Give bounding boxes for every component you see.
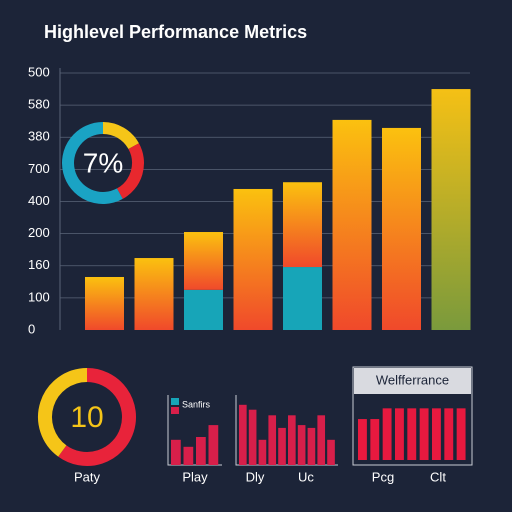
donut-segment: [102, 122, 139, 150]
legend-swatch: [171, 407, 179, 414]
bar: [278, 427, 286, 465]
donut-segment: [38, 368, 88, 457]
bar: [239, 404, 247, 465]
y-axis-label: 380: [28, 129, 50, 144]
y-axis-label: 0: [28, 321, 35, 336]
bar-segment: [332, 119, 372, 330]
chart-label: Dly: [246, 469, 265, 484]
legend-label: Sanfirs: [182, 399, 211, 409]
bar: [419, 408, 429, 460]
bar: [358, 419, 367, 460]
bar-segment: [431, 89, 471, 330]
y-axis-label: 100: [28, 289, 50, 304]
bar: [327, 439, 335, 465]
bar-segment: [283, 267, 322, 330]
bar: [432, 408, 441, 460]
chart-label: Play: [182, 469, 208, 484]
bar: [456, 408, 466, 460]
donut-label: Paty: [74, 469, 101, 484]
bar: [382, 408, 392, 460]
donut-center-label: 10: [70, 401, 103, 434]
bar: [171, 439, 181, 465]
legend-swatch: [171, 398, 179, 405]
bar-segment: [184, 289, 223, 330]
bar-segment: [85, 276, 124, 330]
bar: [407, 408, 417, 460]
bar: [248, 409, 257, 465]
bar-segment: [184, 232, 223, 290]
panel: [352, 366, 473, 466]
bar-segment: [134, 258, 174, 330]
bar: [208, 425, 219, 465]
bar-segment: [233, 188, 273, 330]
bar: [196, 437, 206, 465]
bar: [395, 408, 404, 460]
y-axis-label: 500: [28, 64, 50, 79]
donut-segment: [58, 368, 136, 466]
y-axis-label: 400: [28, 193, 50, 208]
panel-title: Welfferrance: [376, 372, 449, 387]
chart-label: Pcg: [372, 469, 394, 484]
bar: [268, 415, 277, 465]
bar-segment: [382, 127, 421, 330]
bar: [370, 419, 380, 460]
bar: [307, 427, 316, 465]
donut-segment: [62, 122, 123, 204]
bar: [444, 408, 454, 460]
donut-segment: [116, 143, 144, 199]
donut-center-label: 7%: [83, 147, 123, 178]
chart-label: Clt: [430, 469, 446, 484]
bar: [183, 446, 194, 465]
y-axis-label: 200: [28, 225, 50, 240]
bar: [297, 425, 306, 465]
y-axis-label: 700: [28, 161, 50, 176]
y-axis-label: 580: [28, 97, 50, 112]
bar: [288, 415, 296, 465]
y-axis-label: 160: [28, 257, 50, 272]
panel-header: [354, 368, 471, 394]
bar-segment: [283, 182, 322, 268]
chart-label: Uc: [298, 469, 314, 484]
title: Highlevel Performance Metrics: [44, 22, 307, 42]
bar: [258, 439, 267, 465]
bar: [317, 415, 326, 465]
